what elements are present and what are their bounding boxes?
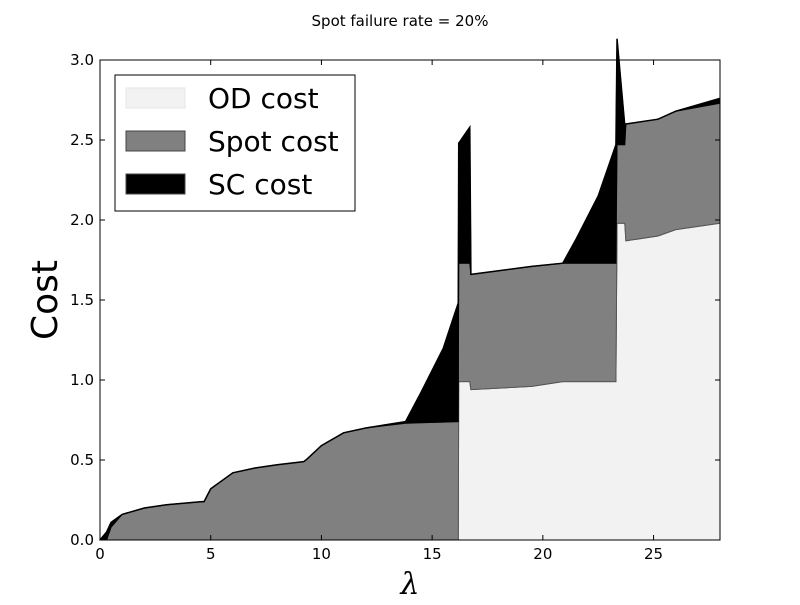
legend: OD cost Spot cost SC cost [114, 74, 356, 212]
legend-label-sc-cost: SC cost [208, 168, 312, 201]
y-tick-label: 0.0 [70, 531, 94, 549]
x-tick-label: 25 [644, 545, 663, 563]
y-tick-label: 2.0 [70, 211, 94, 229]
y-tick-label: 2.5 [70, 131, 94, 149]
x-tick-label: 5 [206, 545, 216, 563]
x-ticks: 0 5 10 15 20 25 [95, 60, 663, 563]
total-cost-outline [99, 38, 721, 541]
x-tick-label: 0 [95, 545, 105, 563]
y-tick-label: 3.0 [70, 51, 94, 69]
y-axis-label: Cost [25, 260, 66, 340]
x-tick-label: 15 [423, 545, 442, 563]
y-tick-label: 1.5 [70, 291, 94, 309]
x-axis-label: λ [399, 567, 419, 600]
x-tick-label: 10 [312, 545, 331, 563]
y-ticks: 0.0 0.5 1.0 1.5 2.0 2.5 3.0 [70, 51, 720, 549]
legend-label-od-cost: OD cost [208, 82, 319, 115]
chart-title: Spot failure rate = 20% [312, 12, 489, 30]
legend-swatch-sc-cost [125, 173, 186, 195]
x-tick-label: 20 [533, 545, 552, 563]
y-tick-label: 1.0 [70, 371, 94, 389]
legend-swatch-od-cost [125, 87, 186, 109]
y-tick-label: 0.5 [70, 451, 94, 469]
outline-layer [99, 38, 721, 541]
legend-swatch-spot-cost [125, 130, 186, 152]
legend-label-spot-cost: Spot cost [208, 125, 339, 158]
